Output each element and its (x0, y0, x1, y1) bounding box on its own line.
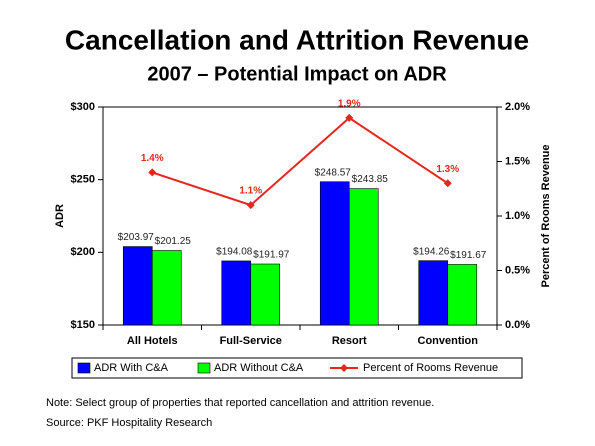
bar-value-label: $203.97 (118, 232, 155, 243)
y2-tick-label: 1.0% (505, 210, 530, 222)
note: Note: Select group of properties that re… (46, 397, 434, 409)
bar-value-label: $201.25 (155, 236, 192, 247)
bar (319, 181, 350, 326)
chart-title: Cancellation and Attrition Revenue (65, 24, 529, 55)
y-tick-label: $300 (71, 101, 95, 113)
bar (447, 264, 478, 326)
bar-value-label: $243.85 (352, 174, 389, 185)
line-value-label: 1.1% (239, 186, 262, 197)
bar-value-label: $194.26 (413, 246, 450, 257)
bar-value-label: $191.67 (450, 250, 487, 261)
bar (151, 250, 182, 326)
line-marker (148, 168, 157, 177)
bar-value-label: $194.08 (216, 247, 253, 258)
bar-value-label: $248.57 (315, 167, 352, 178)
y2-tick-label: 2.0% (505, 101, 530, 113)
x-tick-label: Full-Service (220, 335, 282, 347)
x-tick-label: All Hotels (127, 335, 178, 347)
y-tick-label: $150 (71, 319, 95, 331)
x-tick-label: Convention (418, 335, 479, 347)
bar (418, 260, 449, 326)
bar (221, 260, 252, 326)
line-marker (443, 179, 452, 188)
bar (348, 188, 379, 326)
bar (122, 246, 153, 326)
chart-subtitle: 2007 – Potential Impact on ADR (147, 63, 447, 85)
legend-box (71, 357, 523, 379)
line-value-label: 1.3% (436, 164, 459, 175)
y-tick-label: $200 (71, 246, 95, 258)
legend-label: Percent of Rooms Revenue (363, 362, 498, 374)
y-axis-title: ADR (54, 204, 66, 228)
bar (250, 263, 281, 326)
legend-swatch (197, 362, 211, 374)
x-tick-label: Resort (332, 335, 367, 347)
y2-tick-label: 0.5% (505, 264, 530, 276)
line (151, 116, 449, 207)
legend-label: ADR Without C&A (214, 362, 304, 374)
legend-swatch (77, 362, 91, 374)
legend-label: ADR With C&A (94, 362, 169, 374)
y-tick-label: $250 (71, 174, 95, 186)
source: Source: PKF Hospitality Research (46, 417, 212, 429)
line-value-label: 1.9% (338, 99, 361, 110)
line-marker (345, 113, 354, 122)
bar-value-label: $191.97 (253, 250, 290, 261)
line-marker (246, 201, 255, 210)
y2-axis-title: Percent of Rooms Revenue (540, 144, 552, 287)
legend-swatch-marker (340, 364, 348, 372)
y2-tick-label: 1.5% (505, 155, 530, 167)
y2-tick-label: 0.0% (505, 319, 530, 331)
line-value-label: 1.4% (141, 153, 164, 164)
